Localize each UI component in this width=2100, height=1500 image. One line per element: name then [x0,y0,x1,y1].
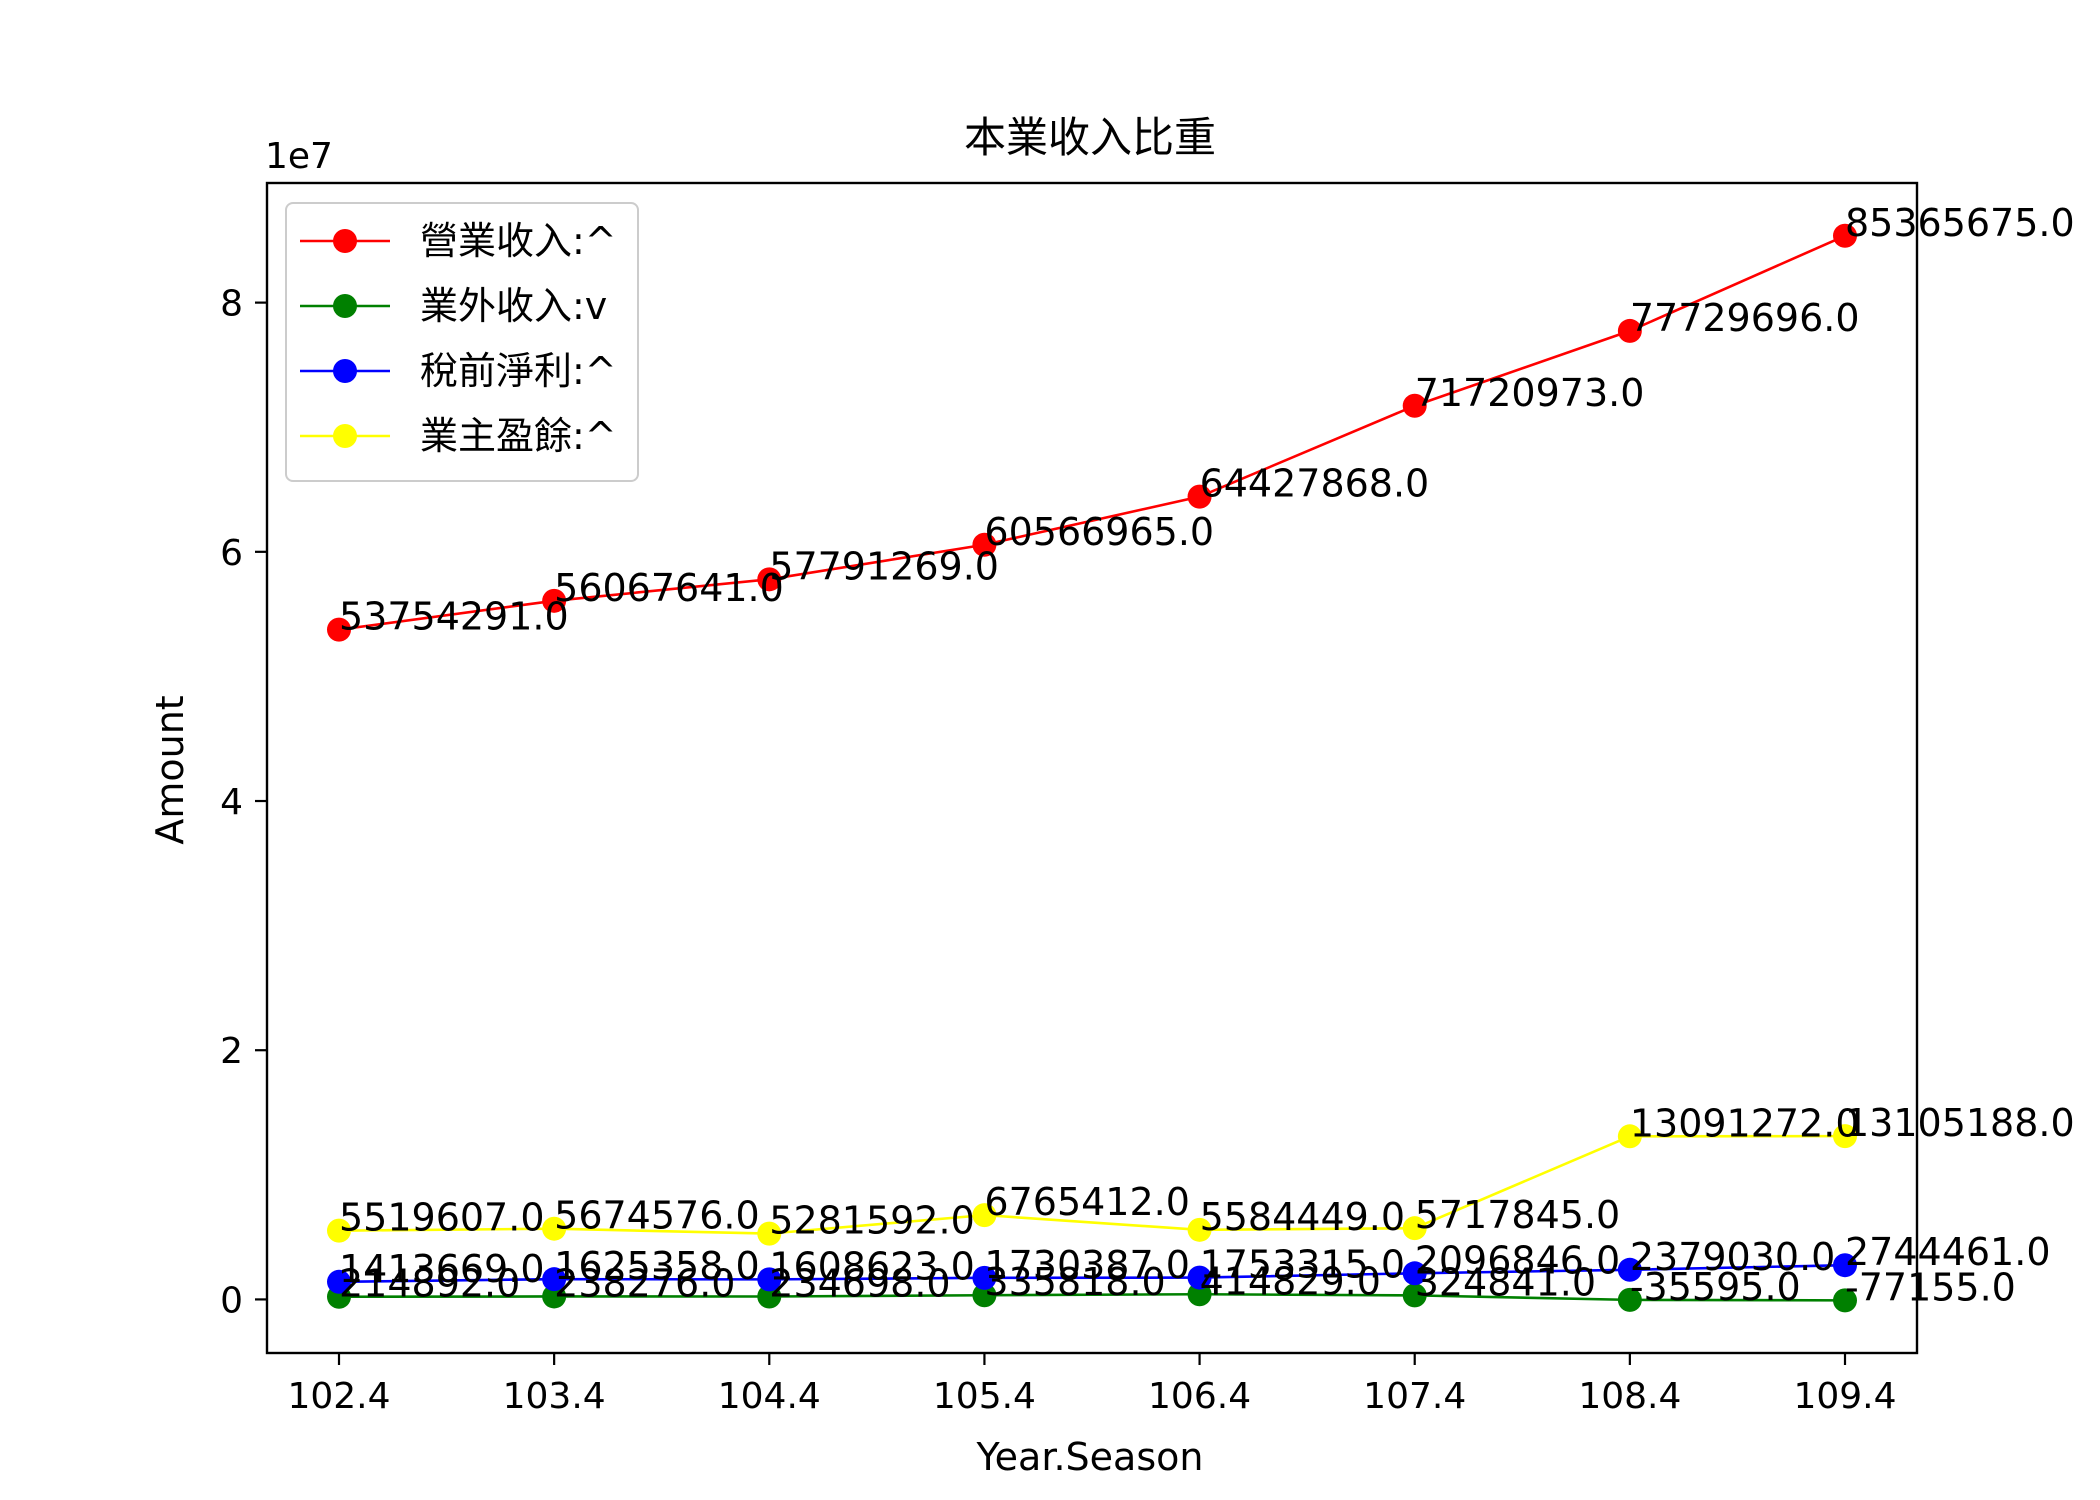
data-label: 13105188.0 [1845,1101,2075,1145]
y-tick-label: 6 [220,533,243,574]
legend-marker [333,424,357,448]
data-label: 1608623.0 [769,1244,975,1288]
x-tick-label: 103.4 [503,1376,606,1417]
legend: 營業收入:^ 業外收入:v 稅前淨利:^ 業主盈餘:^ [286,203,638,481]
legend-label: 營業收入:^ [420,219,617,263]
x-tick-label: 108.4 [1578,1376,1681,1417]
data-label: 1753315.0 [1200,1243,1406,1287]
data-label: 2096846.0 [1415,1238,1621,1282]
x-tick-label: 105.4 [933,1376,1036,1417]
x-tick-label: 102.4 [287,1376,390,1417]
data-label: 5519607.0 [339,1196,545,1240]
legend-marker [333,359,357,383]
y-tick-label: 0 [220,1280,243,1321]
data-label: 2744461.0 [1845,1230,2051,1274]
data-label: 85365675.0 [1845,201,2075,245]
data-label: 1413669.0 [339,1247,545,1291]
legend-marker [333,294,357,318]
data-label: 1625358.0 [554,1244,760,1288]
data-label: 77729696.0 [1630,296,1860,340]
legend-label: 業外收入:v [420,284,607,328]
y-tick-label: 8 [220,284,243,325]
x-tick-label: 106.4 [1148,1376,1251,1417]
legend-marker [333,229,357,253]
data-label: 56067641.0 [554,566,784,610]
data-label: 13091272.0 [1630,1101,1860,1145]
y-tick-label: 4 [220,782,243,823]
x-axis-label: Year.Season [976,1435,1204,1479]
y-tick-label: 2 [220,1031,243,1072]
x-tick-label: 109.4 [1793,1376,1896,1417]
data-label: 5281592.0 [769,1199,975,1243]
y-axis-label: Amount [148,695,192,844]
x-tick-label: 104.4 [718,1376,821,1417]
data-label: 1730387.0 [984,1243,1190,1287]
data-label: 64427868.0 [1200,462,1430,506]
data-label: 5674576.0 [554,1194,760,1238]
data-label: 60566965.0 [984,510,1214,554]
data-label: 5717845.0 [1415,1193,1621,1237]
data-label: 2379030.0 [1630,1235,1836,1279]
data-label: 53754291.0 [339,595,569,639]
legend-label: 業主盈餘:^ [420,414,617,458]
data-label: 71720973.0 [1415,371,1645,415]
x-tick-label: 107.4 [1363,1376,1466,1417]
legend-label: 稅前淨利:^ [420,349,617,393]
data-label: 6765412.0 [984,1180,1190,1224]
chart-title: 本業收入比重 [964,113,1216,162]
data-label: 57791269.0 [769,544,999,588]
data-label: 5584449.0 [1200,1195,1406,1239]
y-axis-exponent: 1e7 [265,136,333,177]
